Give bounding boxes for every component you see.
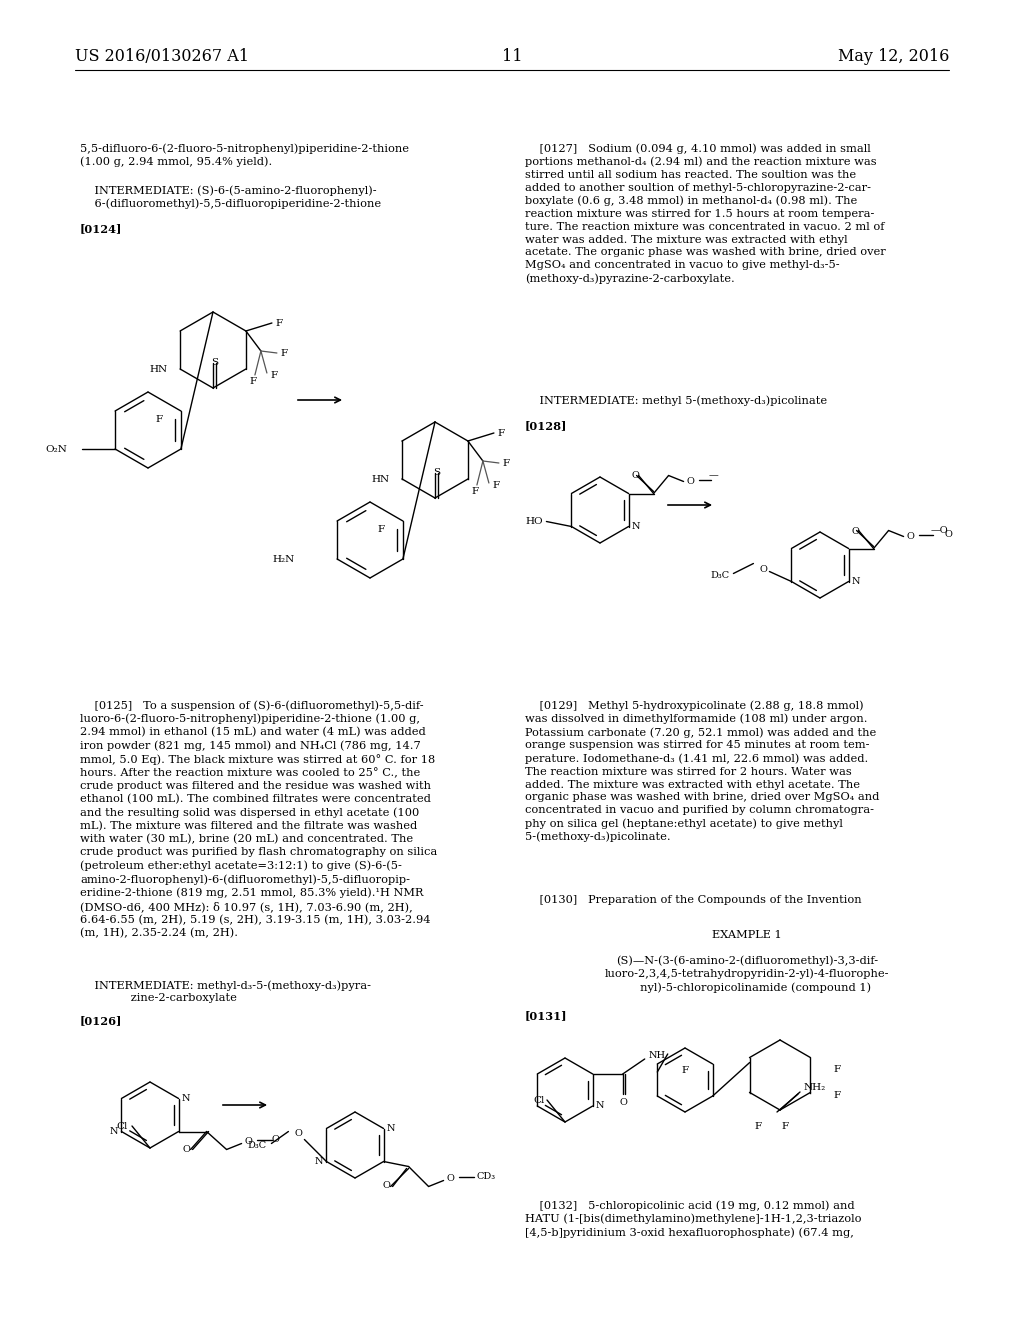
Text: O: O [271, 1135, 280, 1144]
Text: HN: HN [372, 474, 390, 483]
Text: INTERMEDIATE: (S)-6-(5-amino-2-fluorophenyl)-
    6-(difluoromethyl)-5,5-difluor: INTERMEDIATE: (S)-6-(5-amino-2-fluorophe… [80, 185, 381, 209]
Text: O: O [245, 1137, 253, 1146]
Text: F: F [378, 525, 385, 535]
Text: N: N [181, 1094, 190, 1104]
Text: S: S [211, 358, 218, 367]
Text: [0130]   Preparation of the Compounds of the Invention: [0130] Preparation of the Compounds of t… [525, 895, 861, 906]
Text: [0124]: [0124] [80, 223, 123, 234]
Text: May 12, 2016: May 12, 2016 [838, 48, 949, 65]
Text: F: F [833, 1090, 840, 1100]
Text: F: F [156, 414, 163, 424]
Text: N: N [110, 1127, 119, 1137]
Text: O: O [686, 477, 694, 486]
Text: F: F [681, 1067, 688, 1074]
Text: N: N [387, 1125, 395, 1133]
Text: D₃C: D₃C [711, 572, 729, 579]
Text: F: F [498, 429, 505, 437]
Text: [0126]: [0126] [80, 1015, 123, 1026]
Text: HO: HO [525, 517, 544, 525]
Text: NH: NH [649, 1052, 666, 1060]
Text: H₂N: H₂N [272, 554, 295, 564]
Text: [0132]   5-chloropicolinic acid (19 mg, 0.12 mmol) and
HATU (1-[bis(dimethylamin: [0132] 5-chloropicolinic acid (19 mg, 0.… [525, 1200, 861, 1238]
Text: [0125]   To a suspension of (S)-6-(difluoromethyl)-5,5-dif-
luoro-6-(2-fluoro-5-: [0125] To a suspension of (S)-6-(difluor… [80, 700, 437, 939]
Text: N: N [852, 577, 860, 586]
Text: F: F [281, 348, 288, 358]
Text: 11: 11 [502, 48, 522, 65]
Text: F: F [275, 318, 283, 327]
Text: (S)—N-(3-(6-amino-2-(difluoromethyl)-3,3-dif-
luoro-2,3,4,5-tetrahydropyridin-2-: (S)—N-(3-(6-amino-2-(difluoromethyl)-3,3… [605, 954, 889, 993]
Text: Cl: Cl [117, 1122, 128, 1131]
Text: EXAMPLE 1: EXAMPLE 1 [712, 931, 782, 940]
Text: F: F [471, 487, 478, 495]
Text: O: O [944, 531, 952, 539]
Text: [0129]   Methyl 5-hydroxypicolinate (2.88 g, 18.8 mmol)
was dissolved in dimethy: [0129] Methyl 5-hydroxypicolinate (2.88 … [525, 700, 880, 842]
Text: O: O [760, 565, 767, 574]
Text: [0131]: [0131] [525, 1010, 567, 1020]
Text: O: O [852, 527, 859, 536]
Text: —O: —O [931, 525, 948, 535]
Text: O: O [383, 1181, 390, 1191]
Text: 5,5-difluoro-6-(2-fluoro-5-nitrophenyl)piperidine-2-thione
(1.00 g, 2.94 mmol, 9: 5,5-difluoro-6-(2-fluoro-5-nitrophenyl)p… [80, 143, 409, 168]
Text: N: N [632, 521, 640, 531]
Text: F: F [781, 1122, 788, 1131]
Text: CD₃: CD₃ [476, 1172, 496, 1181]
Text: INTERMEDIATE: methyl-d₃-5-(methoxy-d₃)pyra-
              zine-2-carboxylate: INTERMEDIATE: methyl-d₃-5-(methoxy-d₃)py… [80, 979, 371, 1003]
Text: O: O [632, 471, 640, 480]
Text: N: N [315, 1158, 324, 1166]
Text: F: F [503, 458, 510, 467]
Text: Cl: Cl [534, 1096, 545, 1105]
Text: F: F [493, 482, 500, 491]
Text: NH₂: NH₂ [804, 1084, 826, 1093]
Text: O₂N: O₂N [45, 445, 68, 454]
Text: O: O [906, 532, 914, 541]
Text: INTERMEDIATE: methyl 5-(methoxy-d₃)picolinate: INTERMEDIATE: methyl 5-(methoxy-d₃)picol… [525, 395, 827, 405]
Text: S: S [433, 469, 440, 477]
Text: D₃C: D₃C [248, 1140, 266, 1150]
Text: F: F [250, 376, 256, 385]
Text: US 2016/0130267 A1: US 2016/0130267 A1 [75, 48, 249, 65]
Text: O: O [295, 1129, 302, 1138]
Text: —: — [709, 471, 718, 480]
Text: O: O [446, 1173, 455, 1183]
Text: HN: HN [150, 364, 168, 374]
Text: [0127]   Sodium (0.094 g, 4.10 mmol) was added in small
portions methanol-d₄ (2.: [0127] Sodium (0.094 g, 4.10 mmol) was a… [525, 143, 886, 284]
Text: O: O [620, 1098, 628, 1107]
Text: O: O [182, 1144, 190, 1154]
Text: N: N [596, 1101, 604, 1110]
Text: [0128]: [0128] [525, 420, 567, 432]
Text: F: F [755, 1122, 762, 1131]
Text: F: F [833, 1065, 840, 1074]
Text: F: F [271, 371, 279, 380]
